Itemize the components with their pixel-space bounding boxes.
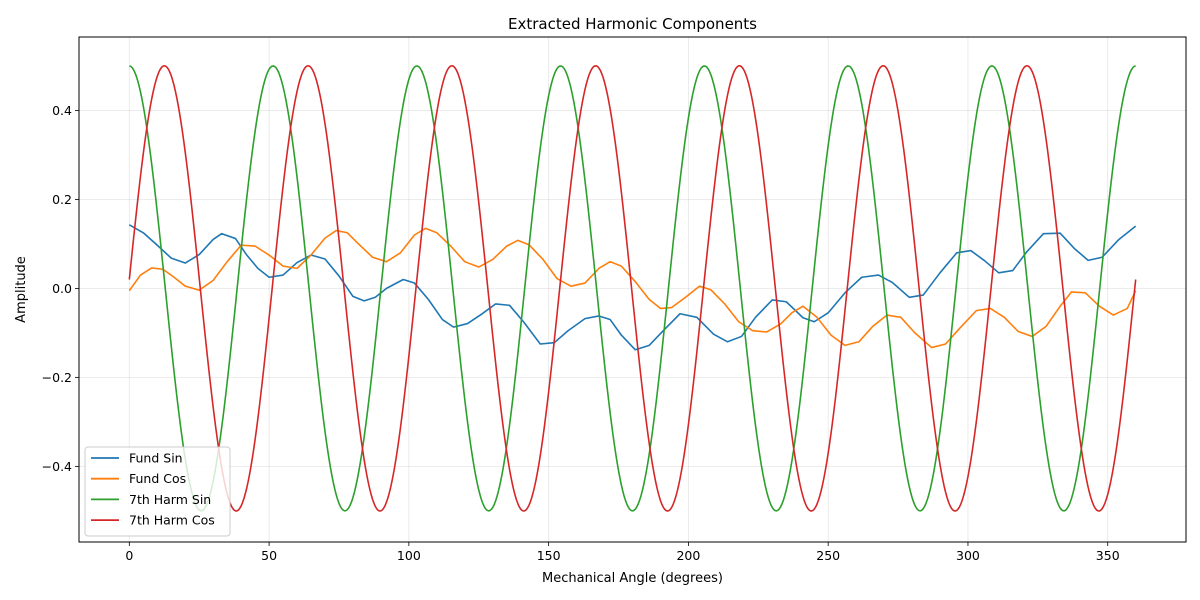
legend-box: [84, 446, 231, 537]
series-line-7th-harm-cos: [128, 64, 1137, 512]
x-axis-label: Mechanical Angle (degrees): [542, 571, 723, 586]
x-tick-label: 200: [676, 548, 700, 563]
chart-title: Extracted Harmonic Components: [508, 15, 757, 33]
series-line-7th-harm-sin: [129, 65, 1136, 512]
y-tick-label: 0.4: [52, 103, 72, 118]
series-group: [128, 64, 1137, 512]
legend-label: 7th Harm Sin: [129, 492, 211, 507]
series-line-fund-cos: [128, 227, 1137, 349]
x-tick-label: 150: [537, 548, 561, 563]
y-tick-label: 0.2: [52, 192, 72, 207]
plot-area-frame: [78, 36, 1187, 543]
x-tick-label: 250: [816, 548, 840, 563]
grid: [79, 37, 1186, 542]
legend-label: Fund Sin: [129, 451, 183, 466]
axis-ticks: 0 50 100 150 200 250 300 350 −0.4 −0.2 0.0 0.2 0.4: [42, 103, 1120, 563]
x-tick-label: 50: [261, 548, 277, 563]
legend-label: 7th Harm Cos: [129, 513, 215, 528]
x-tick-label: 300: [956, 548, 980, 563]
x-tick-label: 350: [1096, 548, 1120, 563]
x-tick-label: 0: [125, 548, 133, 563]
legend-label: Fund Cos: [129, 471, 186, 486]
legend: Fund Sin Fund Cos 7th Harm Sin 7th Harm Cos: [84, 446, 231, 537]
y-axis-label: Amplitude: [14, 256, 29, 323]
y-tick-label: 0.0: [52, 281, 72, 296]
x-tick-label: 100: [397, 548, 421, 563]
y-tick-label: −0.4: [42, 459, 72, 474]
y-tick-label: −0.2: [42, 370, 72, 385]
